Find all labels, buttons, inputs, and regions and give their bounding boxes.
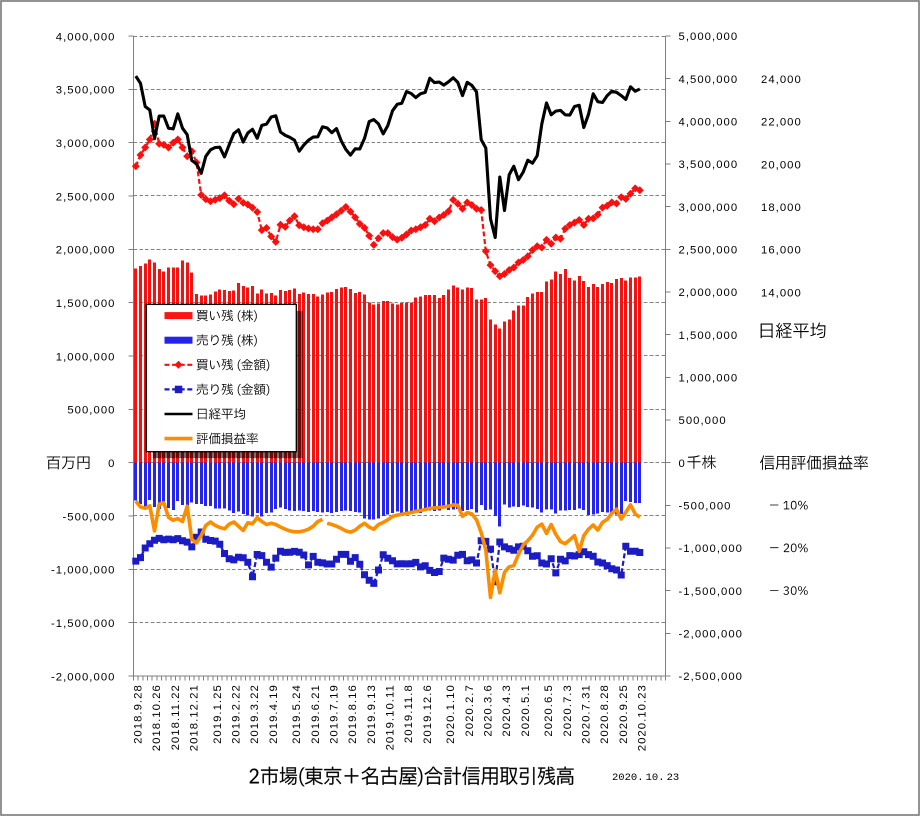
svg-text:4,500,000: 4,500,000 <box>679 74 739 86</box>
svg-text:2019.4.19: 2019.4.19 <box>268 684 280 744</box>
svg-text:2019.7.19: 2019.7.19 <box>328 684 340 744</box>
svg-text:18,000: 18,000 <box>761 202 802 214</box>
svg-text:2020.9.25: 2020.9.25 <box>618 684 630 744</box>
svg-text:2,500,000: 2,500,000 <box>56 191 116 203</box>
svg-text:-2,000,000: -2,000,000 <box>51 671 116 683</box>
svg-text:2019.11.8: 2019.11.8 <box>403 684 415 743</box>
svg-text:2019.10.11: 2019.10.11 <box>384 684 396 750</box>
svg-text:2020.3.6: 2020.3.6 <box>482 684 494 736</box>
svg-text:3,000,000: 3,000,000 <box>56 138 116 150</box>
svg-text:2018.12.21: 2018.12.21 <box>188 684 200 751</box>
svg-text:3,500,000: 3,500,000 <box>56 85 116 97</box>
svg-text:-2,000,000: -2,000,000 <box>679 629 744 641</box>
svg-text:2,000,000: 2,000,000 <box>679 287 739 299</box>
svg-text:2020. 10. 23: 2020. 10. 23 <box>612 772 679 784</box>
svg-text:1,000,000: 1,000,000 <box>56 351 116 363</box>
svg-text:2020.8.28: 2020.8.28 <box>599 684 611 744</box>
svg-text:2019.2.22: 2019.2.22 <box>230 684 242 744</box>
svg-text:20,000: 20,000 <box>761 159 802 171</box>
svg-text:2020.1.10: 2020.1.10 <box>445 684 457 744</box>
svg-text:2020.5.1: 2020.5.1 <box>520 684 532 736</box>
svg-text:1,000,000: 1,000,000 <box>679 373 739 385</box>
svg-text:5,000,000: 5,000,000 <box>679 31 739 43</box>
svg-text:1,500,000: 1,500,000 <box>679 330 739 342</box>
svg-text:0: 0 <box>679 458 685 470</box>
svg-text:-1,000,000: -1,000,000 <box>679 543 744 555</box>
svg-text:-1,500,000: -1,500,000 <box>51 618 116 630</box>
svg-text:14,000: 14,000 <box>761 287 802 299</box>
svg-text:500,000: 500,000 <box>67 405 115 417</box>
svg-text:2020.7.31: 2020.7.31 <box>580 684 592 744</box>
svg-text:2,000,000: 2,000,000 <box>56 245 116 257</box>
svg-text:24,000: 24,000 <box>761 74 802 86</box>
svg-text:2019.9.13: 2019.9.13 <box>366 684 378 744</box>
svg-text:2020.4.3: 2020.4.3 <box>501 684 513 736</box>
svg-text:-2,500,000: -2,500,000 <box>679 671 744 683</box>
svg-text:2020.2.7: 2020.2.7 <box>464 684 476 736</box>
svg-text:2019.12.6: 2019.12.6 <box>422 684 434 744</box>
svg-text:2,500,000: 2,500,000 <box>679 245 739 257</box>
svg-text:3,000,000: 3,000,000 <box>679 202 739 214</box>
svg-text:2019.8.16: 2019.8.16 <box>347 684 359 744</box>
svg-text:2020.7.3: 2020.7.3 <box>562 684 574 736</box>
svg-text:-500,000: -500,000 <box>63 511 116 523</box>
svg-text:2020.6.5: 2020.6.5 <box>543 684 555 736</box>
svg-text:-1,500,000: -1,500,000 <box>679 586 744 598</box>
svg-text:2018.9.28: 2018.9.28 <box>132 684 144 744</box>
svg-text:4,000,000: 4,000,000 <box>56 31 116 43</box>
svg-text:-1,000,000: -1,000,000 <box>51 565 116 577</box>
svg-text:2018.11.22: 2018.11.22 <box>170 684 182 750</box>
svg-text:0: 0 <box>108 458 115 470</box>
svg-text:2018.10.26: 2018.10.26 <box>151 684 163 751</box>
svg-text:500,000: 500,000 <box>679 415 727 427</box>
svg-text:16,000: 16,000 <box>761 245 802 257</box>
svg-text:2020.10.23: 2020.10.23 <box>636 684 648 751</box>
svg-text:3,500,000: 3,500,000 <box>679 159 739 171</box>
svg-text:-500,000: -500,000 <box>679 501 732 513</box>
svg-text:22,000: 22,000 <box>761 117 802 129</box>
svg-text:4,000,000: 4,000,000 <box>679 117 739 129</box>
svg-text:2019.6.21: 2019.6.21 <box>310 684 322 744</box>
svg-text:2019.3.22: 2019.3.22 <box>249 684 261 744</box>
svg-text:2019.1.25: 2019.1.25 <box>212 684 224 744</box>
svg-text:1,500,000: 1,500,000 <box>56 298 116 310</box>
svg-text:2019.5.24: 2019.5.24 <box>291 684 303 744</box>
